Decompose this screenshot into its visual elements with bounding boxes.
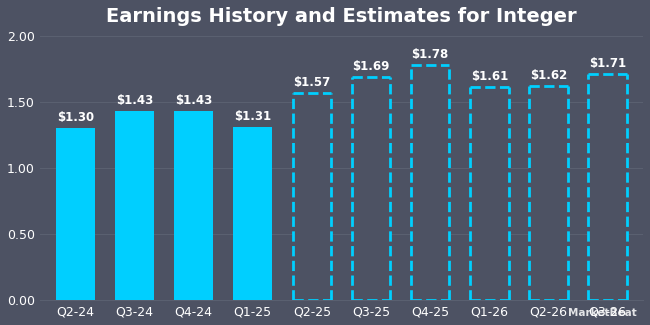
Text: $1.30: $1.30	[57, 111, 94, 124]
Bar	[233, 127, 272, 300]
Text: $1.43: $1.43	[116, 94, 153, 107]
Bar	[115, 111, 153, 300]
Text: $1.31: $1.31	[234, 110, 271, 123]
Bar	[292, 93, 331, 300]
Bar	[174, 111, 213, 300]
Bar	[470, 87, 508, 300]
Text: $1.62: $1.62	[530, 69, 567, 82]
Bar	[411, 65, 449, 300]
Text: $1.57: $1.57	[293, 76, 330, 89]
Title: Earnings History and Estimates for Integer: Earnings History and Estimates for Integ…	[106, 7, 577, 26]
Text: MarketBeat: MarketBeat	[568, 308, 637, 318]
Bar	[529, 86, 567, 300]
Bar	[588, 74, 627, 300]
Text: $1.43: $1.43	[175, 94, 212, 107]
Bar	[56, 128, 94, 300]
Bar	[352, 77, 390, 300]
Text: $1.69: $1.69	[352, 60, 390, 73]
Text: $1.78: $1.78	[411, 48, 448, 61]
Text: $1.61: $1.61	[471, 71, 508, 84]
Text: $1.71: $1.71	[589, 57, 626, 70]
